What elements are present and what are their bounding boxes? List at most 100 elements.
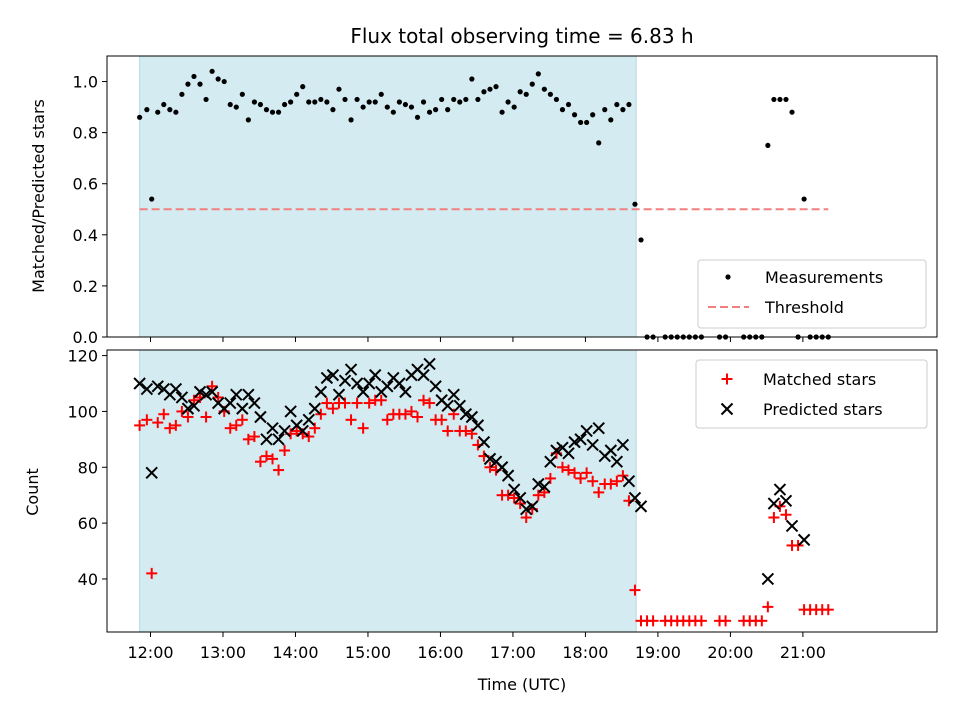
measurement-point <box>312 99 318 105</box>
measurement-point <box>553 96 560 103</box>
measurement-point <box>571 112 578 118</box>
predicted-star-point <box>320 371 334 385</box>
predicted-star-point <box>254 410 267 424</box>
predicted-star-point <box>199 388 213 401</box>
predicted-star-point <box>423 357 436 371</box>
legend-predicted-stars-glyph <box>720 402 734 416</box>
predicted-star-point <box>568 435 581 449</box>
predicted-star-point <box>151 380 164 393</box>
legend-matched-stars-marker <box>721 373 733 385</box>
predicted-star-point <box>520 502 533 516</box>
predicted-star-point <box>224 396 237 410</box>
measurement-point <box>354 96 360 103</box>
measurement-point <box>263 107 270 113</box>
ratio-panel-frame <box>106 55 938 338</box>
predicted-star-point <box>538 480 551 494</box>
measurement-point <box>179 91 185 97</box>
predicted-star-point <box>483 452 497 466</box>
predicted-star-point <box>369 368 382 382</box>
predicted-star-point <box>284 405 297 418</box>
predicted-star-point <box>205 385 219 399</box>
predicted-star-point <box>767 497 781 510</box>
measurement-point <box>565 101 572 108</box>
x-axis-label: Time (UTC) <box>477 675 566 694</box>
measurement-point <box>765 142 771 149</box>
predicted-star-point <box>278 424 291 438</box>
measurement-point <box>149 196 155 202</box>
predicted-star-point <box>459 408 473 421</box>
predicted-star-point <box>356 385 370 399</box>
measurement-point <box>300 84 306 90</box>
measurement-point <box>197 81 203 87</box>
measurement-point <box>602 107 608 113</box>
predicted-star-point <box>447 388 460 401</box>
predicted-star-point <box>604 444 618 457</box>
predicted-star-point <box>387 371 400 385</box>
counts-legend-box <box>695 359 928 429</box>
measurement-point <box>251 99 257 105</box>
ratio-y-tick-label: 0.2 <box>73 277 98 296</box>
measurement-point <box>191 73 197 80</box>
predicted-star-point <box>211 396 225 410</box>
predicted-star-point <box>556 441 569 454</box>
measurement-point <box>535 71 541 77</box>
legend-measurements-label: Measurements <box>765 268 883 287</box>
counts-y-tick-label: 80 <box>78 458 98 477</box>
ratio-y-tick-label: 1.0 <box>73 73 98 92</box>
measurement-point <box>614 101 620 108</box>
ratio-y-tick-label: 0.8 <box>73 124 98 143</box>
predicted-star-point <box>574 433 587 446</box>
predicted-star-point <box>526 500 539 513</box>
x-tick-label: 14:00 <box>272 643 318 662</box>
measurement-point <box>348 117 354 123</box>
measurement-point <box>420 99 427 105</box>
measurement-point <box>239 91 245 97</box>
measurement-point <box>517 89 523 95</box>
measurement-point <box>596 140 602 146</box>
predicted-star-point <box>308 402 322 415</box>
measurement-point <box>451 96 457 103</box>
predicted-star-point <box>230 388 243 401</box>
predicted-star-point <box>242 388 255 401</box>
ratio-measurement-points <box>137 68 831 340</box>
measurement-point <box>771 96 777 103</box>
predicted-star-point <box>507 483 521 496</box>
predicted-star-point <box>399 385 412 399</box>
measurement-point <box>529 81 535 87</box>
measurement-point <box>144 107 150 113</box>
measurement-point <box>469 76 475 82</box>
measurement-point <box>547 91 553 97</box>
measurement-point <box>789 109 795 115</box>
measurement-point <box>584 119 590 126</box>
measurement-point <box>396 99 402 105</box>
predicted-star-point <box>332 388 346 401</box>
predicted-star-point <box>562 447 575 460</box>
predicted-star-point <box>187 399 201 413</box>
predicted-star-point <box>266 421 279 435</box>
ratio-panel-ticks: 0.0 0.2 0.4 0.6 0.8 1.0 <box>73 73 804 347</box>
measurement-point <box>577 119 584 126</box>
measurement-point <box>487 86 493 92</box>
counts-panel-frame <box>106 349 938 633</box>
measurement-point <box>294 91 300 97</box>
x-tick-label: 21:00 <box>780 643 826 662</box>
predicted-star-point <box>133 377 146 390</box>
predicted-star-point <box>628 491 642 505</box>
measurement-point <box>626 101 632 108</box>
x-tick-label: 20:00 <box>707 643 753 662</box>
measurement-point <box>342 96 348 103</box>
predicted-star-point <box>290 419 303 432</box>
legend-threshold-label: Threshold <box>764 298 844 317</box>
measurement-point <box>777 96 783 103</box>
predicted-star-point <box>441 399 454 413</box>
measurement-point <box>638 237 644 243</box>
measurement-point <box>281 101 288 108</box>
predicted-star-point <box>773 483 787 496</box>
measurement-point <box>463 96 469 103</box>
measurement-point <box>433 107 439 113</box>
measurement-point <box>221 78 227 85</box>
predicted-star-point <box>296 424 309 438</box>
measurement-point <box>324 99 330 105</box>
ratio-y-axis-label: Matched/Predicted stars <box>29 99 48 293</box>
predicted-star-point <box>362 377 376 390</box>
